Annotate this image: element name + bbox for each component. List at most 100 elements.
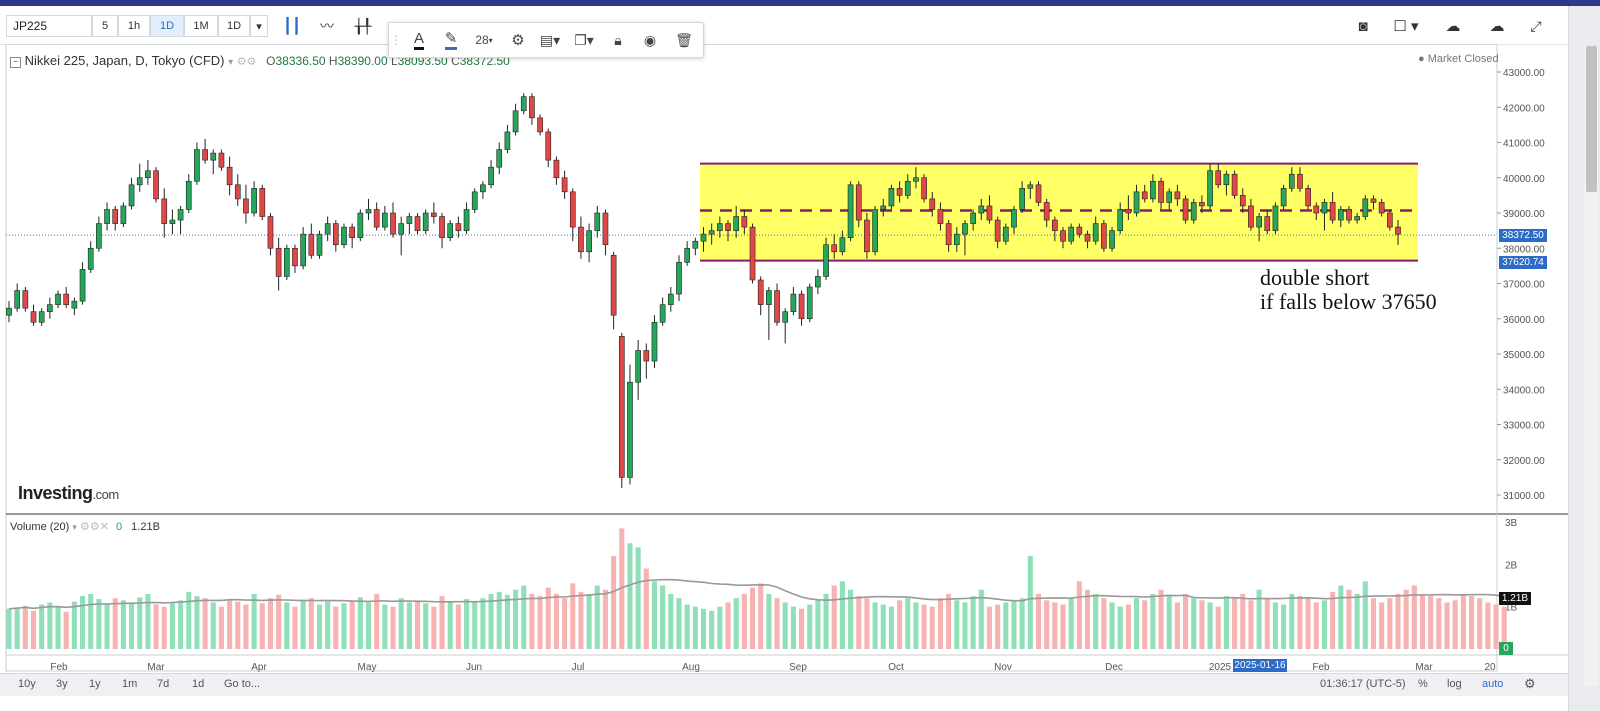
- candle-body: [96, 223, 102, 249]
- volume-bar: [749, 587, 756, 649]
- range-3y[interactable]: 3y: [56, 678, 68, 690]
- settings-button[interactable]: ⚙: [505, 29, 531, 51]
- volume-bar: [1403, 589, 1409, 649]
- volume-bar: [137, 597, 143, 649]
- font-size-select[interactable]: 28 ▾: [469, 29, 499, 51]
- volume-bar: [995, 604, 1001, 649]
- investing-logo: Investing.com: [18, 483, 119, 504]
- volume-bar: [790, 606, 796, 649]
- chevron-down-icon[interactable]: ▾: [228, 57, 234, 68]
- legend-collapse-icon[interactable]: −: [10, 57, 21, 68]
- volume-bar: [145, 593, 151, 649]
- candle-body: [145, 170, 151, 179]
- volume-bar: [611, 555, 617, 649]
- time-axis-label: May: [358, 662, 377, 673]
- text-color-button[interactable]: A: [405, 29, 433, 51]
- lock-button[interactable]: 🔒︎: [605, 29, 631, 51]
- volume-bar: [1117, 606, 1123, 649]
- interval-1d-button[interactable]: 1D: [150, 15, 184, 37]
- volume-bar: [897, 600, 903, 649]
- save-chart-button[interactable]: ☁: [1476, 15, 1518, 37]
- candle-body: [1362, 198, 1369, 217]
- fullscreen-button[interactable]: ⤢: [1522, 15, 1550, 37]
- candles-style-button[interactable]: ┃┃: [276, 15, 308, 37]
- candle-body: [1125, 209, 1132, 214]
- candle-body: [986, 205, 993, 221]
- layout-button[interactable]: ☐ ▾: [1384, 15, 1428, 37]
- volume-bar: [235, 601, 241, 649]
- time-axis-label: Apr: [251, 662, 267, 673]
- drag-handle[interactable]: ⋮: [390, 33, 402, 47]
- volume-bar: [954, 600, 960, 649]
- volume-bar: [627, 543, 633, 649]
- candle-body: [1002, 226, 1009, 242]
- candle-body: [798, 293, 805, 320]
- load-chart-button[interactable]: ☁: [1432, 15, 1474, 37]
- candle-body: [1101, 223, 1107, 249]
- clone-button[interactable]: ❐▾: [569, 29, 599, 51]
- volume-settings-icon[interactable]: ⚙⚙✕: [79, 521, 109, 533]
- clock-timezone[interactable]: 01:36:17 (UTC-5): [1320, 678, 1406, 690]
- volume-bar: [316, 604, 323, 649]
- candle-body: [316, 233, 323, 256]
- volume-bar: [88, 593, 94, 649]
- screenshot-button[interactable]: ◙: [1346, 15, 1380, 37]
- hide-button[interactable]: ◉: [637, 29, 663, 51]
- candle-body: [1133, 191, 1140, 214]
- compare-button[interactable]: ╁╀: [346, 15, 380, 37]
- log-toggle[interactable]: log: [1447, 678, 1462, 690]
- gear-icon[interactable]: ⚙: [1524, 676, 1536, 691]
- candle-body: [1019, 188, 1025, 210]
- volume-bar: [292, 606, 298, 649]
- line-price-tag: 37620.74: [1499, 256, 1547, 269]
- volume-bar: [1052, 602, 1058, 649]
- candle-body: [1150, 180, 1156, 200]
- range-1d[interactable]: 1d: [192, 678, 205, 690]
- price-tick-label: 35000.00: [1503, 350, 1545, 361]
- interval-1h-button[interactable]: 1h: [118, 15, 150, 37]
- volume-bar: [1321, 600, 1327, 649]
- goto-button[interactable]: Go to...: [224, 678, 261, 690]
- interval-5-button[interactable]: 5: [92, 15, 118, 37]
- interval-1m-button[interactable]: 1M: [184, 15, 218, 37]
- volume-bar: [1158, 589, 1164, 649]
- chevron-down-icon[interactable]: ▾: [72, 522, 77, 532]
- fullscreen-icon: ⤢: [1530, 17, 1542, 34]
- volume-bar: [700, 608, 707, 649]
- interval-1d-custom-button[interactable]: 1D: [218, 15, 250, 37]
- chart-annotation[interactable]: double short if falls below 37650: [1260, 266, 1437, 314]
- legend-settings-icon[interactable]: ⚙⚙: [236, 56, 257, 68]
- candle-body: [618, 336, 625, 478]
- interval-dropdown-button[interactable]: ▾: [250, 15, 268, 37]
- scrollbar-thumb[interactable]: [1586, 46, 1597, 192]
- line-color-button[interactable]: ✎: [437, 29, 465, 51]
- volume-bar: [1019, 598, 1025, 649]
- volume-bar: [1370, 598, 1377, 649]
- auto-toggle[interactable]: auto: [1482, 678, 1504, 690]
- candle-body: [627, 381, 633, 478]
- range-7d[interactable]: 7d: [157, 678, 170, 690]
- price-chart[interactable]: 43000.00 42000.00 41000.00 40000.00 39000.00…: [0, 44, 1568, 673]
- candle-body: [1141, 191, 1148, 200]
- volume-bar: [276, 594, 282, 649]
- volume-bar: [717, 606, 723, 649]
- percent-toggle[interactable]: %: [1418, 678, 1428, 690]
- volume-bar: [1305, 598, 1311, 649]
- price-tick-label: 39000.00: [1503, 209, 1545, 220]
- candle-body: [635, 350, 641, 383]
- range-1m[interactable]: 1m: [122, 678, 138, 690]
- indicators-button[interactable]: 〰: [310, 15, 344, 37]
- range-1y[interactable]: 1y: [89, 678, 101, 690]
- visibility-layers-button[interactable]: ▤▾: [535, 29, 565, 51]
- candle-body: [1337, 209, 1344, 221]
- volume-bar: [1428, 596, 1434, 649]
- chart-toolbar: JP225 5 1h 1D 1M 1D ▾ ┃┃ 〰 ╁╀ ◙ ☐ ▾ ☁ ☁ …: [0, 6, 1568, 45]
- candle-body: [1174, 191, 1181, 200]
- range-10y[interactable]: 10y: [18, 678, 36, 690]
- annotation-line-1: double short: [1260, 265, 1370, 290]
- volume-bar: [63, 611, 69, 649]
- scrollbar-track[interactable]: [1584, 46, 1598, 686]
- delete-button[interactable]: 🗑︎: [671, 29, 697, 51]
- bottom-bar: 10y 3y 1y 1m 7d 1d Go to... 01:36:17 (UT…: [0, 673, 1568, 696]
- symbol-input[interactable]: JP225: [6, 15, 92, 37]
